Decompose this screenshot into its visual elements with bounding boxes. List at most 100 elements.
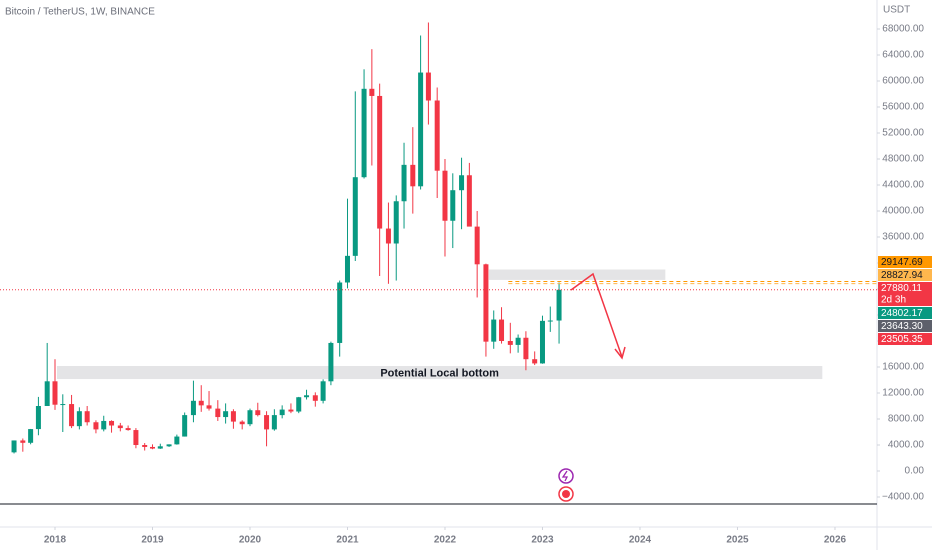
y-tick-label: 40000.00 (882, 206, 924, 217)
candle-body (434, 100, 440, 171)
candle-body (28, 429, 34, 443)
candle-body (60, 404, 66, 406)
candle-body (271, 415, 277, 430)
candle-body (239, 421, 245, 425)
y-tick-label: 4000.00 (888, 440, 925, 451)
candle-body (166, 444, 172, 447)
candle-body (466, 175, 472, 227)
price-label-box (878, 269, 932, 281)
candle-body (230, 411, 236, 422)
candle-body (459, 175, 465, 191)
candle-body (125, 428, 131, 431)
price-label-box (878, 333, 932, 345)
price-label-box (878, 307, 932, 319)
price-label: 29147.69 (881, 257, 923, 268)
price-label: 27880.11 (881, 283, 922, 294)
candle-body (117, 425, 123, 429)
candle-body (320, 381, 326, 401)
candle-body (279, 409, 285, 416)
zone-label: Potential Local bottom (380, 367, 499, 379)
x-tick-label: 2022 (434, 535, 457, 546)
candle-body (264, 415, 270, 430)
candle-body (44, 381, 50, 407)
candle-body (507, 341, 513, 345)
candle-body (474, 226, 480, 265)
candle-body (418, 72, 424, 187)
candle-body (35, 406, 41, 430)
candle-body (198, 400, 204, 406)
x-tick-label: 2024 (629, 535, 652, 546)
candle-body (206, 405, 212, 409)
candle-body (491, 319, 497, 342)
y-tick-label: 44000.00 (882, 180, 924, 191)
price-label: 24802.17 (881, 308, 923, 319)
price-label: 23505.35 (881, 334, 923, 345)
y-tick-label: 48000.00 (882, 154, 924, 165)
zone (488, 269, 666, 280)
candle-body (304, 395, 310, 398)
candle-body (385, 228, 391, 244)
y-tick-label: 16000.00 (882, 362, 924, 373)
y-tick-label: −4000.00 (882, 492, 924, 503)
zone (56, 366, 823, 380)
candle-body (288, 409, 294, 412)
x-tick-label: 2021 (336, 535, 359, 546)
y-tick-label: 12000.00 (882, 388, 924, 399)
candle-body (223, 411, 229, 418)
candle-body (76, 411, 82, 427)
candle-body (547, 320, 553, 322)
price-label-box (878, 256, 932, 268)
candle-body (515, 337, 521, 345)
candle-body (361, 88, 367, 178)
candle-body (442, 170, 448, 221)
chart-title: Bitcoin / TetherUS, 1W, BINANCE (5, 7, 155, 18)
x-tick-label: 2020 (239, 535, 262, 546)
candle-body (499, 319, 505, 342)
arrow-head (614, 346, 626, 360)
candle-body (425, 72, 431, 101)
candle-body (328, 342, 334, 382)
price-label: 28827.94 (881, 270, 923, 281)
plot-area: Potential Local bottom (0, 22, 877, 454)
y-tick-label: 52000.00 (882, 128, 924, 139)
candle-body (190, 400, 196, 416)
price-label-box (878, 282, 932, 306)
candle-body (369, 88, 375, 96)
candle-body (157, 446, 163, 449)
candle-body (377, 95, 383, 229)
candle-body (401, 164, 407, 202)
x-tick-label: 2018 (44, 535, 67, 546)
candle-body (337, 282, 343, 343)
candle-body (182, 415, 188, 437)
candle-body (247, 410, 253, 425)
projection-arrow (570, 272, 623, 358)
candle-body (84, 411, 90, 423)
candle-body (255, 410, 261, 416)
candle-body (312, 395, 318, 401)
y-tick-label: 36000.00 (882, 232, 924, 243)
x-tick-label: 2025 (726, 535, 749, 546)
candle-body (296, 397, 302, 412)
candle-body (556, 289, 562, 321)
candle-body (11, 440, 17, 453)
candle-body (523, 337, 529, 360)
candle-body (450, 190, 456, 221)
candle-body (483, 264, 489, 342)
candle-body (539, 320, 545, 364)
candle-body (532, 359, 538, 364)
x-tick-label: 2023 (531, 535, 554, 546)
candle-body (52, 381, 58, 405)
event-icon-bolt (561, 470, 569, 482)
candle-body (133, 430, 139, 446)
candle-body (393, 201, 399, 244)
y-tick-label: 68000.00 (882, 24, 924, 35)
candle-body (149, 446, 155, 449)
candle-body (344, 255, 350, 283)
candle-body (410, 164, 416, 187)
event-icon[interactable] (558, 468, 574, 484)
candle-body (142, 445, 148, 447)
candle-body (352, 177, 358, 256)
candle-body (93, 422, 99, 430)
event-icon-flag-inner (562, 490, 570, 498)
